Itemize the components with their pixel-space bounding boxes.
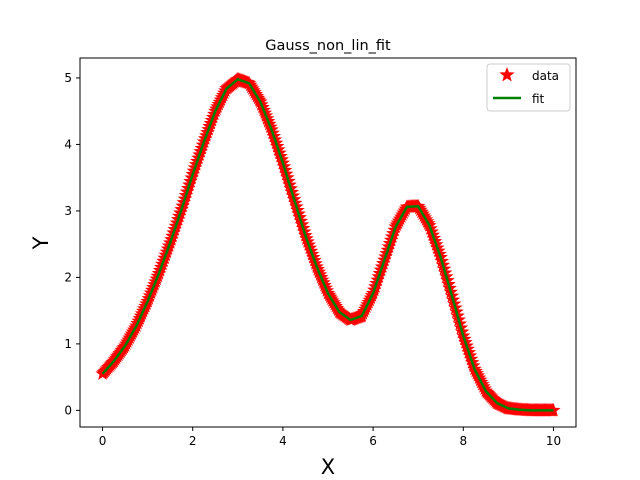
legend-marker-data xyxy=(499,67,515,82)
legend-label-fit: fit xyxy=(532,92,545,106)
legend-star-icon xyxy=(499,67,515,82)
x-axis-label: X xyxy=(321,455,335,479)
legend-label-data: data xyxy=(532,69,559,83)
y-tick-label: 4 xyxy=(64,137,72,151)
y-tick-label: 1 xyxy=(64,337,72,351)
y-tick-label: 5 xyxy=(64,71,72,85)
y-tick-label: 2 xyxy=(64,270,72,284)
x-tick-label: 2 xyxy=(189,434,197,448)
series-layer xyxy=(95,71,561,417)
y-tick-label: 0 xyxy=(64,403,72,417)
y-axis-label: Y xyxy=(29,236,53,250)
x-tick-label: 10 xyxy=(546,434,561,448)
series-fit-line xyxy=(101,78,554,412)
chart-title: Gauss_non_lin_fit xyxy=(265,38,391,54)
legend: data fit xyxy=(486,63,571,112)
x-tick-label: 6 xyxy=(369,434,377,448)
y-tick-label: 3 xyxy=(64,204,72,218)
ticks-layer: 0 2 4 6 8 10 0 1 2 3 4 5 xyxy=(64,71,561,448)
x-tick-label: 8 xyxy=(459,434,467,448)
x-tick-label: 4 xyxy=(279,434,287,448)
data-point xyxy=(546,402,561,417)
plot-frame xyxy=(79,57,577,428)
x-tick-label: 0 xyxy=(99,434,107,448)
